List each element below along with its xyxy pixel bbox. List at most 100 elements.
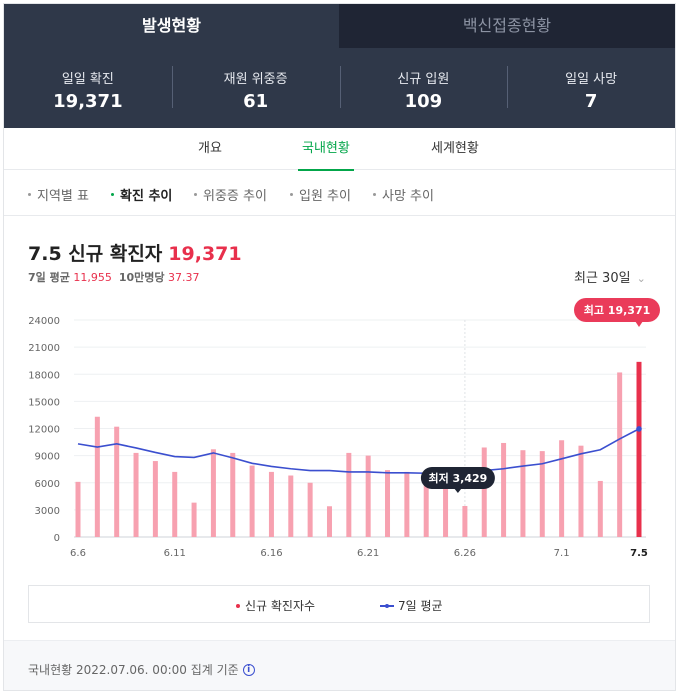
legend-line-icon [380,603,394,608]
range-select[interactable]: 최근 30일 ⌄ [574,267,646,286]
y-tick-label: 6000 [35,479,60,490]
stat-daily-confirmed: 일일 확진 19,371 [4,48,172,128]
x-tick-label: 7.1 [554,548,570,559]
bar [365,455,371,537]
chart-legend: 신규 확진자수 7일 평균 [28,585,650,623]
per100k-label: 10만명당 [118,271,165,284]
filter-critical-trend[interactable]: 위중증 추이 [194,185,267,204]
stat-label: 일일 확진 [61,72,114,87]
bar [404,471,410,537]
x-tick-label: 6.26 [454,548,476,559]
bullet-icon [194,193,197,196]
per100k-value: 37.37 [168,271,200,284]
bar [210,449,216,537]
bar [559,440,565,537]
tab-world[interactable]: 세계현황 [431,141,479,156]
bullet-icon [373,193,376,196]
bar [617,372,623,537]
legend-line-label: 7일 평균 [398,599,443,613]
bar [597,480,603,537]
legend-line: 7일 평균 [380,597,443,614]
bar [423,475,429,537]
avg7-value: 11,955 [73,271,112,284]
tab-vaccination-status[interactable]: 백신접종현황 [339,4,675,48]
y-tick-label: 24000 [28,316,60,327]
bar [578,445,584,537]
y-tick-label: 21000 [28,343,60,354]
bar [288,475,294,537]
sub-info: 7일 평균 11,955 10만명당 37.37 [28,269,200,285]
stat-label: 신규 입원 [397,72,450,87]
y-tick-label: 12000 [28,425,60,436]
bar [346,452,352,537]
filter-confirmed-trend[interactable]: 확진 추이 [111,185,172,204]
range-label: 최근 30일 [574,271,631,286]
filter-death-trend[interactable]: 사망 추이 [373,185,434,204]
x-tick-label: 6.16 [260,548,282,559]
bar [230,452,236,537]
stats-row: 일일 확진 19,371 재원 위중증 61 신규 입원 109 일일 사망 7 [4,48,675,128]
y-tick-label: 3000 [35,506,60,517]
bar [307,482,313,537]
stat-value: 19,371 [53,91,123,112]
avg-last-point [636,426,642,432]
x-tick-label: 6.21 [357,548,379,559]
filter-label: 위중증 추이 [203,189,267,204]
filter-label: 입원 추이 [299,189,351,204]
headline-title: 7.5 신규 확진자 [28,243,163,265]
bar [268,471,274,537]
bullet-icon [28,193,31,196]
bullet-icon [111,193,114,196]
bar [172,471,178,537]
y-tick-label: 15000 [28,397,60,408]
bar [191,502,197,537]
footer-text: 국내현황 2022.07.06. 00:00 집계 기준 i [28,661,255,678]
chevron-down-icon: ⌄ [636,272,646,285]
tab-overview[interactable]: 개요 [198,141,222,156]
tab-outbreak-status[interactable]: 발생현황 [4,4,339,48]
legend-bars: 신규 확진자수 [236,597,315,614]
trend-filters: 지역별 표 확진 추이 위중증 추이 입원 추이 사망 추이 [4,170,675,216]
max-annotation-text: 최고 19,371 [584,303,651,317]
stat-daily-deaths: 일일 사망 7 [507,48,675,128]
x-tick-label: 6.6 [70,548,86,559]
tab-domestic[interactable]: 국내현황 [298,128,354,171]
stat-value: 61 [243,91,269,112]
bar [501,442,507,537]
stat-critical: 재원 위중증 61 [171,48,340,128]
bar [481,447,487,537]
bar [462,505,468,537]
bar [152,461,158,537]
stat-value: 109 [404,91,443,112]
footer-label: 국내현황 2022.07.06. 00:00 집계 기준 [28,663,239,677]
bar [326,506,332,537]
avg7-label: 7일 평균 [28,271,70,284]
bar [114,426,120,537]
stat-label: 일일 사망 [565,72,618,87]
max-annotation-pointer [635,321,643,327]
bar [520,450,526,537]
filter-region-table[interactable]: 지역별 표 [28,185,89,204]
avg-line [77,428,640,475]
bar [75,481,81,537]
min-annotation-bubble [420,466,495,489]
min-annotation-pointer [453,487,462,493]
summary-panel: 발생현황 백신접종현황 일일 확진 19,371 재원 위중증 61 신규 입원… [4,4,675,128]
bar [94,416,100,537]
bar [385,470,391,537]
max-annotation-bubble [574,298,660,322]
bar [636,361,642,537]
legend-bars-label: 신규 확진자수 [245,599,316,613]
filter-label: 확진 추이 [120,189,173,204]
x-tick-label: 7.5 [630,548,648,559]
info-icon[interactable]: i [242,663,255,676]
stat-label: 재원 위중증 [223,72,288,87]
stat-value: 7 [584,91,598,112]
bullet-icon [290,193,293,196]
legend-dot-icon [236,603,240,608]
stat-new-hospitalized: 신규 입원 109 [339,48,508,128]
x-tick-label: 6.11 [164,548,186,559]
bar [443,480,449,537]
y-tick-label: 0 [54,533,60,544]
filter-hospital-trend[interactable]: 입원 추이 [290,185,351,204]
